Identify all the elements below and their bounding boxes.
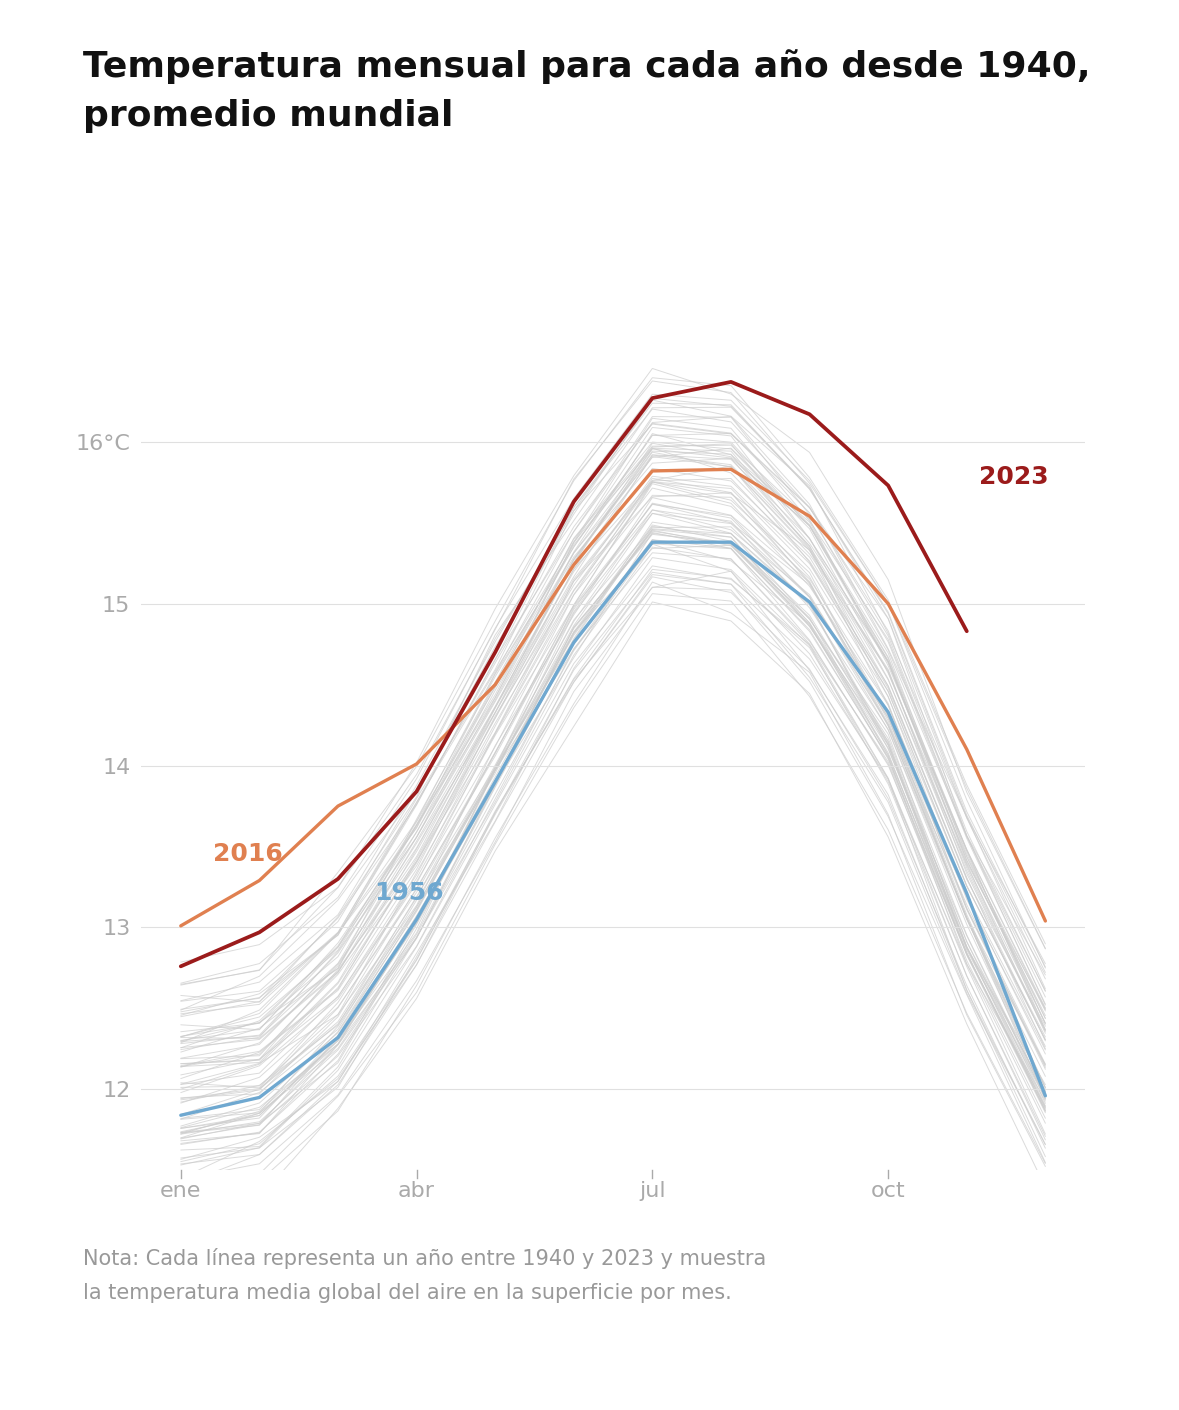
Text: 2023: 2023 xyxy=(979,465,1048,489)
Text: Nota: Cada línea representa un año entre 1940 y 2023 y muestra
la temperatura me: Nota: Cada línea representa un año entre… xyxy=(83,1248,766,1303)
Text: Temperatura mensual para cada año desde 1940,: Temperatura mensual para cada año desde … xyxy=(83,49,1091,85)
Text: 2016: 2016 xyxy=(212,842,283,866)
Text: 1956: 1956 xyxy=(374,881,443,905)
Text: promedio mundial: promedio mundial xyxy=(83,99,453,133)
